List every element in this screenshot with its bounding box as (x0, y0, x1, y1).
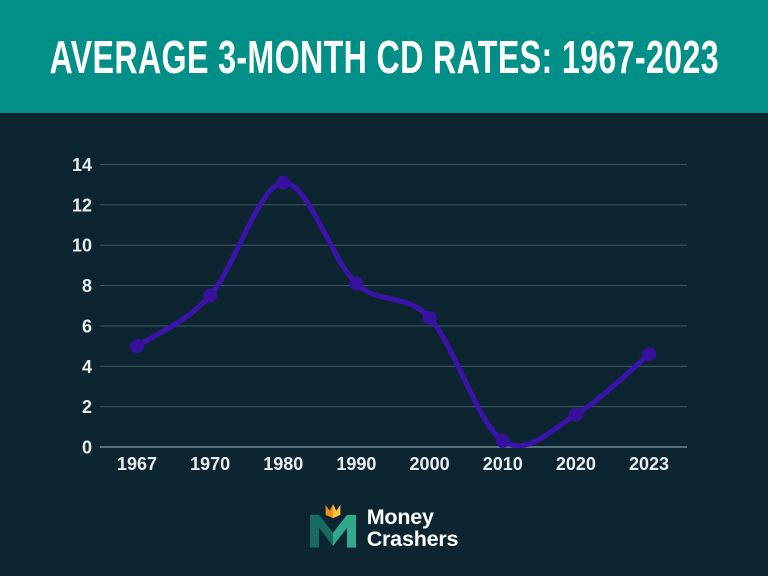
x-tick-label: 1990 (336, 454, 376, 474)
moneycrashers-wordmark: Money Crashers (367, 503, 459, 551)
footer-brand: Money Crashers (0, 503, 768, 551)
data-point-marker (495, 433, 510, 448)
data-point-marker (349, 276, 364, 291)
logo-word-crashers: Crashers (366, 526, 459, 551)
y-tick-label: 4 (82, 357, 92, 377)
data-point-marker (203, 288, 218, 303)
data-point-marker (422, 310, 437, 325)
y-tick-label: 14 (72, 155, 92, 175)
x-tick-label: 1970 (190, 454, 230, 474)
x-tick-label: 2020 (556, 454, 596, 474)
x-tick-label: 2010 (483, 454, 523, 474)
y-tick-label: 2 (82, 397, 92, 417)
y-tick-label: 10 (72, 236, 92, 256)
x-tick-label: 2000 (410, 454, 450, 474)
y-tick-label: 8 (82, 276, 92, 296)
data-point-marker (642, 347, 656, 362)
chart-title: AVERAGE 3-MONTH CD RATES: 1967-2023 (49, 30, 719, 83)
logo-crown-left-shape (325, 504, 333, 519)
data-point-marker (568, 407, 583, 422)
data-point-marker (130, 339, 144, 354)
x-tick-label: 2023 (629, 454, 669, 474)
x-tick-label: 1980 (263, 454, 303, 474)
logo-crown-right-shape (332, 504, 341, 519)
logo-word-money: Money (366, 505, 434, 529)
moneycrashers-m-crown-icon (309, 504, 356, 548)
y-tick-label: 6 (82, 316, 92, 336)
rate-line-series (134, 180, 652, 449)
header-banner: AVERAGE 3-MONTH CD RATES: 1967-2023 (0, 0, 768, 113)
data-point-marker (276, 175, 291, 190)
x-tick-label: 1967 (117, 454, 157, 474)
y-tick-label: 0 (82, 438, 92, 458)
logo-m-right-shape (332, 514, 356, 548)
logo-m-left-shape (309, 514, 333, 548)
y-tick-label: 12 (72, 195, 92, 215)
